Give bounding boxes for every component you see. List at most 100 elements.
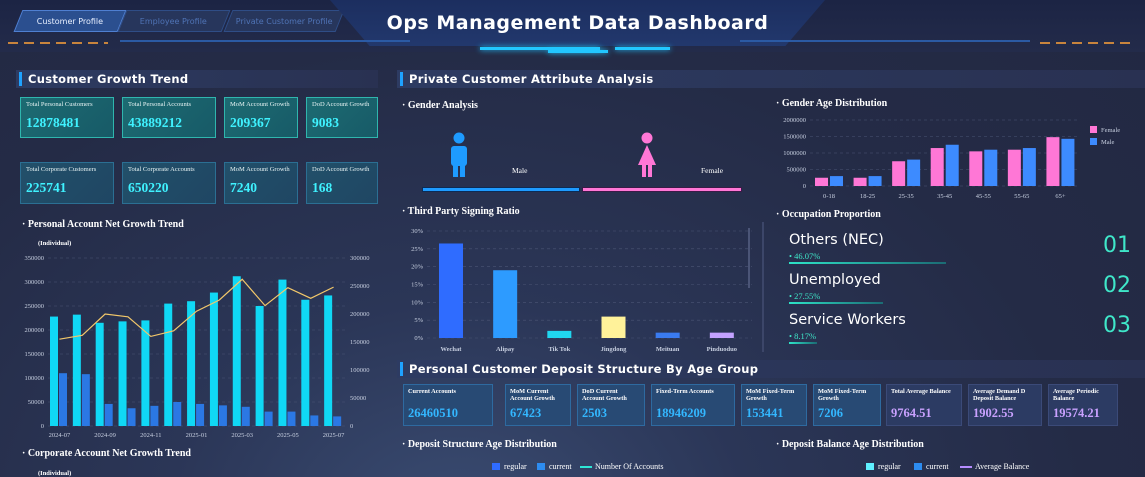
y-tick-label: 150000 <box>25 351 45 358</box>
bar-female <box>1046 137 1060 186</box>
bar-secondary <box>196 403 205 426</box>
bar-secondary <box>218 405 227 426</box>
tab-employee-profile[interactable]: Employee Profile <box>117 10 231 32</box>
section-private-attributes: Private Customer Attribute Analysis <box>397 70 1145 88</box>
bar-main <box>141 320 150 426</box>
card-total-personal-customers: Total Personal Customers 12878481 <box>20 97 114 138</box>
deposit-card: MoM Current Account Growth 67423 <box>505 384 571 426</box>
x-tick-label: 45-55 <box>976 193 991 200</box>
deposit-balance-title: · Deposit Balance Age Distribution <box>776 439 924 450</box>
bar-secondary <box>287 411 296 426</box>
y-tick-label: 300000 <box>25 279 45 286</box>
divider <box>762 222 764 352</box>
legend-swatch <box>1090 126 1097 133</box>
x-tick-label: 35-45 <box>937 193 952 200</box>
deposit-card: Total Average Balance 9764.51 <box>886 384 962 426</box>
deco-line-left <box>120 40 410 42</box>
bar-main <box>232 276 241 426</box>
y-tick-label: 500000 <box>787 167 807 174</box>
tab-private-customer-profile[interactable]: Private Customer Profile <box>223 10 345 32</box>
x-tick-label: 18-25 <box>860 193 875 200</box>
card-total-personal-accounts: Total Personal Accounts 43889212 <box>122 97 216 138</box>
legend-current-swatch-2 <box>914 463 922 470</box>
female-ratio-bar <box>582 187 742 192</box>
x-tick-label: 65+ <box>1055 193 1066 200</box>
legend-label: Female <box>1101 127 1120 134</box>
legend-current-swatch <box>537 463 545 470</box>
occupation-percent: • 46.07% <box>789 251 821 261</box>
bar-secondary <box>104 403 113 426</box>
occupation-bar <box>789 262 946 264</box>
y-tick-label: 250000 <box>25 303 45 310</box>
section-customer-growth: Customer Growth Trend <box>16 70 378 88</box>
occupation-percent: • 8.17% <box>789 331 817 341</box>
bar-secondary <box>173 402 182 426</box>
bar-main <box>95 322 104 426</box>
bar-female <box>892 161 906 186</box>
deposit-card: MoM Fixed-Term Growth 7206 <box>813 384 881 426</box>
legend-regular-swatch-2 <box>866 463 874 470</box>
personal-chart-unit: (Individual) <box>38 240 72 247</box>
bar-secondary <box>59 373 67 426</box>
deco-dash-left <box>8 42 108 44</box>
y2-tick-label: 150000 <box>350 339 370 346</box>
legend-accounts-line <box>580 466 592 468</box>
bar-male <box>868 176 882 186</box>
bar-male <box>1061 138 1075 186</box>
card-personal-dod-growth: DoD Account Growth 9083 <box>306 97 378 138</box>
y-tick-label: 200000 <box>25 327 45 334</box>
legend-regular-swatch <box>492 463 500 470</box>
bar-female <box>1007 149 1021 186</box>
page-title: Ops Management Data Dashboard <box>330 0 825 46</box>
bar-meituan <box>655 332 680 338</box>
x-tick-label: 2024-09 <box>94 432 116 439</box>
y-tick-label: 20% <box>411 264 424 271</box>
y-tick-label: 0 <box>41 423 44 430</box>
legend-current-label-2: current <box>926 462 949 471</box>
y-tick-label: 15% <box>411 282 424 289</box>
y-tick-label: 0 <box>803 183 806 190</box>
occupation-percent: • 27.55% <box>789 291 821 301</box>
y-tick-label: 350000 <box>25 255 45 262</box>
x-tick-label: Jingdong <box>601 346 627 353</box>
chart-scrollbar[interactable] <box>748 228 750 288</box>
x-tick-label: 0-18 <box>823 193 835 200</box>
legend-regular-label-2: regular <box>878 462 901 471</box>
deposit-card: Fixed-Term Accounts 18946209 <box>651 384 735 426</box>
bar-female <box>969 151 983 186</box>
female-label: Female <box>701 166 724 175</box>
legend-balance-line <box>960 466 972 468</box>
x-tick-label: 25-35 <box>899 193 914 200</box>
x-tick-label: 2024-07 <box>49 432 71 439</box>
y-tick-label: 50000 <box>28 399 44 406</box>
legend-accounts-label: Number Of Accounts <box>595 462 664 471</box>
male-icon <box>451 132 467 177</box>
x-tick-label: 2024-11 <box>140 432 161 439</box>
y2-tick-label: 200000 <box>350 311 370 318</box>
line-series <box>59 278 334 340</box>
deposit-card: Average Demand D Deposit Balance 1902.55 <box>968 384 1042 426</box>
occupation-name: Others (NEC) <box>789 232 884 248</box>
y-tick-label: 100000 <box>25 375 45 382</box>
bar-main <box>118 321 127 426</box>
y-tick-label: 30% <box>411 228 424 235</box>
card-personal-mom-growth: MoM Account Growth 209367 <box>224 97 298 138</box>
deposit-card: Current Accounts 26460510 <box>403 384 493 426</box>
y2-tick-label: 250000 <box>350 283 370 290</box>
y2-tick-label: 50000 <box>350 395 366 402</box>
bar-main <box>278 279 287 426</box>
legend-balance-label: Average Balance <box>975 462 1030 471</box>
occupation-name: Unemployed <box>789 272 881 288</box>
deposit-card: DoD Current Account Growth 2503 <box>577 384 645 426</box>
y-tick-label: 2000000 <box>783 117 806 124</box>
bar-alipay <box>493 270 518 338</box>
y2-tick-label: 0 <box>350 423 353 430</box>
tab-customer-profile[interactable]: Customer Profile <box>13 10 127 32</box>
bar-male <box>945 144 959 186</box>
y-tick-label: 1500000 <box>783 134 806 141</box>
bar-female <box>930 148 944 186</box>
bar-secondary <box>127 408 136 426</box>
gender-age-chart: 0 500000 1000000 1500000 2000000 0-18 18-25 25-… <box>783 117 1120 200</box>
card-corporate-mom-growth: MoM Account Growth 7240 <box>224 162 298 204</box>
occupation-bar <box>789 302 883 304</box>
